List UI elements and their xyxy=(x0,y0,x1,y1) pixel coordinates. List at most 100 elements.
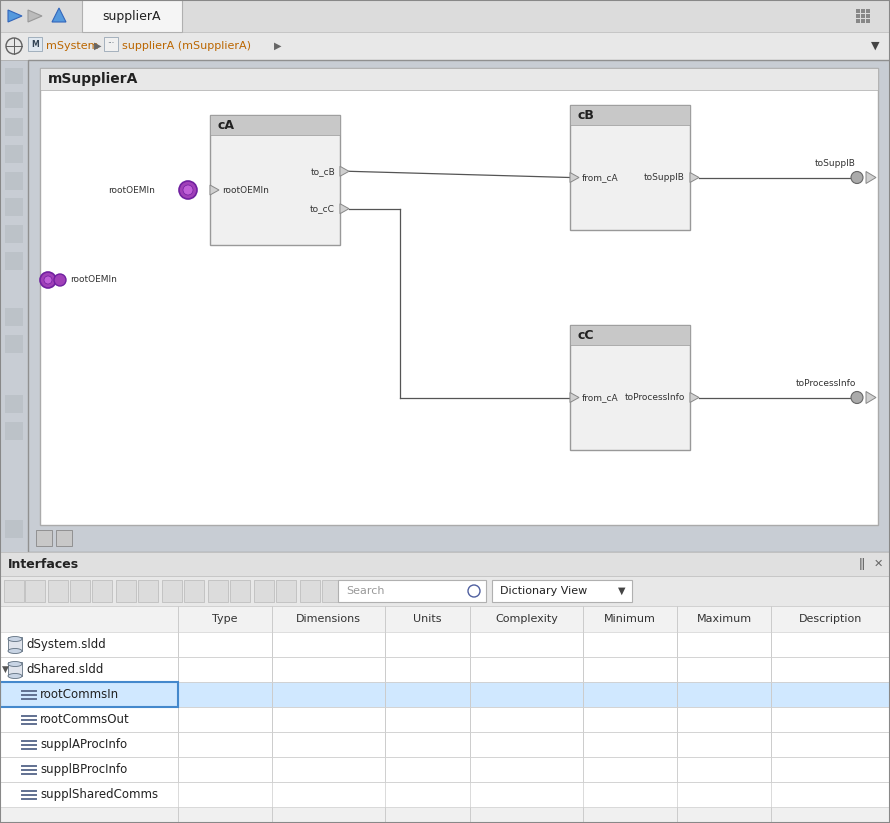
Text: supplierA: supplierA xyxy=(102,10,161,22)
Bar xyxy=(492,580,632,602)
Bar xyxy=(0,552,890,576)
Bar xyxy=(276,580,296,602)
Text: dShared.sldd: dShared.sldd xyxy=(26,663,103,676)
Text: from_cA: from_cA xyxy=(582,393,619,402)
Bar xyxy=(570,325,690,345)
Bar xyxy=(5,335,23,353)
Text: mSystem: mSystem xyxy=(46,41,99,51)
Text: Minimum: Minimum xyxy=(604,614,656,624)
Bar xyxy=(5,92,23,108)
Bar xyxy=(0,707,890,732)
Bar xyxy=(5,225,23,243)
Text: toProcessInfo: toProcessInfo xyxy=(625,393,685,402)
Text: Interfaces: Interfaces xyxy=(8,557,79,570)
Circle shape xyxy=(183,185,193,195)
Bar xyxy=(861,9,865,13)
Text: Units: Units xyxy=(413,614,441,624)
Bar xyxy=(856,19,860,23)
Text: rootCommsIn: rootCommsIn xyxy=(40,688,119,701)
Bar xyxy=(40,68,878,525)
Bar xyxy=(300,580,320,602)
Polygon shape xyxy=(340,204,349,214)
Text: cA: cA xyxy=(217,119,234,132)
Bar xyxy=(5,395,23,413)
Ellipse shape xyxy=(8,673,22,678)
Bar xyxy=(5,308,23,326)
Bar xyxy=(861,14,865,18)
Polygon shape xyxy=(690,393,699,402)
Polygon shape xyxy=(866,171,876,184)
Text: ▼: ▼ xyxy=(619,586,626,596)
Text: M: M xyxy=(31,40,39,49)
Text: cC: cC xyxy=(577,328,594,342)
Bar xyxy=(0,682,890,707)
Bar xyxy=(104,37,118,51)
Bar xyxy=(82,0,182,32)
Bar xyxy=(866,14,870,18)
Bar xyxy=(338,580,486,602)
Text: ✕: ✕ xyxy=(873,559,883,569)
Bar xyxy=(570,105,690,230)
Text: to_cB: to_cB xyxy=(311,167,335,176)
Bar xyxy=(0,682,178,707)
Text: dSystem.sldd: dSystem.sldd xyxy=(26,638,106,651)
Text: toSupplB: toSupplB xyxy=(644,173,685,182)
Bar xyxy=(116,580,136,602)
Polygon shape xyxy=(340,166,349,176)
Bar xyxy=(322,580,342,602)
Text: to_cC: to_cC xyxy=(310,204,335,213)
Text: supplAProcInfo: supplAProcInfo xyxy=(40,738,127,751)
Bar xyxy=(5,118,23,136)
Bar xyxy=(0,552,890,823)
Text: supplSharedComms: supplSharedComms xyxy=(40,788,158,801)
Text: Dimensions: Dimensions xyxy=(296,614,361,624)
Polygon shape xyxy=(52,8,66,22)
Bar xyxy=(0,657,890,682)
Bar xyxy=(856,14,860,18)
Bar xyxy=(0,576,890,606)
Text: rootCommsOut: rootCommsOut xyxy=(40,713,130,726)
Bar xyxy=(866,9,870,13)
Polygon shape xyxy=(8,10,22,22)
Bar xyxy=(28,37,42,51)
Text: mSupplierA: mSupplierA xyxy=(48,72,138,86)
Bar xyxy=(28,60,890,552)
Polygon shape xyxy=(690,173,699,183)
Bar xyxy=(70,580,90,602)
Text: Description: Description xyxy=(799,614,862,624)
Text: ···: ··· xyxy=(108,40,115,49)
Text: rootOEMIn: rootOEMIn xyxy=(70,276,117,285)
Bar xyxy=(184,580,204,602)
Ellipse shape xyxy=(8,636,22,641)
Bar xyxy=(0,632,890,657)
Polygon shape xyxy=(570,393,579,402)
Bar xyxy=(162,580,182,602)
Polygon shape xyxy=(210,185,219,195)
Bar xyxy=(5,252,23,270)
Bar xyxy=(4,580,24,602)
Circle shape xyxy=(40,272,56,288)
Text: rootOEMIn: rootOEMIn xyxy=(108,185,155,194)
Circle shape xyxy=(54,274,66,286)
Text: from_cA: from_cA xyxy=(582,173,619,182)
Bar xyxy=(0,60,28,552)
Bar xyxy=(570,105,690,125)
Bar xyxy=(5,198,23,216)
Bar xyxy=(48,580,68,602)
Ellipse shape xyxy=(8,649,22,653)
Text: toSupplB: toSupplB xyxy=(815,159,856,168)
Bar xyxy=(208,580,228,602)
Text: Type: Type xyxy=(212,614,238,624)
Bar xyxy=(5,145,23,163)
Bar xyxy=(5,520,23,538)
Bar xyxy=(254,580,274,602)
Bar xyxy=(8,662,22,676)
Text: Maximum: Maximum xyxy=(697,614,751,624)
Bar xyxy=(210,115,340,135)
Bar xyxy=(0,32,890,60)
Bar xyxy=(0,732,890,757)
Text: Dictionary View: Dictionary View xyxy=(500,586,587,596)
Bar xyxy=(866,19,870,23)
Bar xyxy=(570,325,690,450)
Text: cB: cB xyxy=(577,109,594,122)
